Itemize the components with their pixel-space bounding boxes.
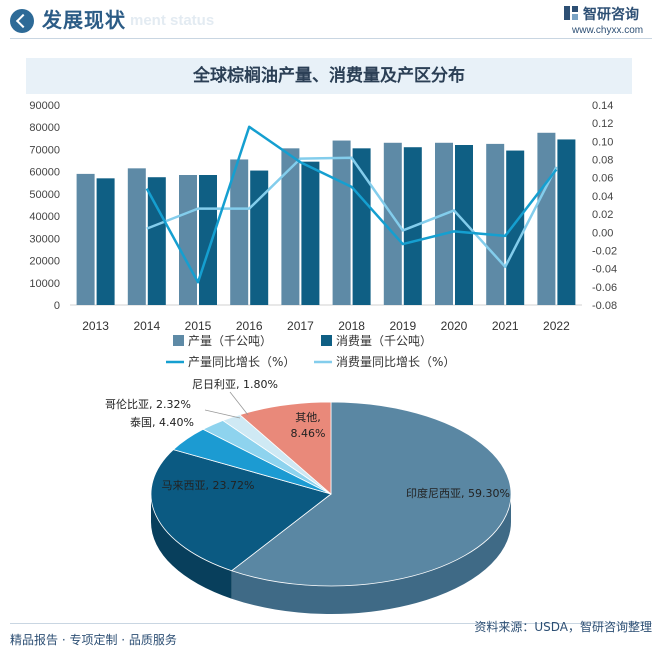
y-tick-label: 0	[54, 300, 60, 312]
production-bar	[230, 159, 249, 305]
x-tick-label: 2015	[185, 319, 212, 333]
y-tick-label: 40000	[29, 211, 60, 223]
pie-label-other: 8.46%	[291, 427, 326, 440]
x-tick-label: 2020	[441, 319, 468, 333]
pie-label-nigeria: 尼日利亚, 1.80%	[192, 378, 278, 391]
footer-divider	[10, 623, 652, 624]
combo-chart: 0 10000 20000 30000 40000 50000 60000 70000 8000…	[29, 100, 617, 369]
source-note: 资料来源：USDA，智研咨询整理	[474, 620, 652, 634]
production-growth-line	[145, 125, 558, 284]
x-tick-label: 2014	[133, 319, 160, 333]
x-tick-label: 2013	[82, 319, 109, 333]
y2-tick-label: -0.04	[592, 264, 617, 276]
chart-title: 全球棕榈油产量、消费量及产区分布	[193, 66, 465, 86]
legend-swatch	[173, 335, 184, 346]
y-tick-label: 60000	[29, 167, 60, 179]
y2-tick-label: 0.04	[592, 191, 613, 203]
production-bar	[76, 173, 95, 305]
footer-slogan: 精品报告 · 专项定制 · 品质服务	[10, 633, 177, 647]
brand-logo-icon	[564, 6, 578, 20]
pie-label-malaysia: 马来西亚, 23.72%	[162, 479, 255, 492]
y-tick-label: 20000	[29, 256, 60, 268]
leader-line-colombia	[204, 409, 241, 419]
production-bar	[435, 142, 453, 305]
y2-tick-label: -0.08	[592, 300, 617, 312]
legend-label: 产量（千公吨）	[188, 334, 272, 348]
brand-name: 智研咨询	[583, 7, 639, 23]
consumption-bar	[96, 178, 115, 305]
y2-tick-label: 0.08	[592, 155, 613, 167]
y2-tick-label: 0.06	[592, 173, 613, 185]
legend-swatch	[321, 335, 332, 346]
y2-tick-label: -0.06	[592, 282, 617, 294]
legend-label: 消费量（千公吨）	[336, 334, 432, 348]
pie-slice-other	[238, 401, 332, 495]
consumption-bar	[147, 177, 166, 305]
consumption-bar	[455, 145, 473, 305]
consumption-bar	[301, 161, 320, 305]
section-title: 发展现状	[42, 8, 126, 32]
y-tick-label: 90000	[29, 100, 60, 112]
x-tick-label: 2018	[338, 319, 365, 333]
y-tick-label: 80000	[29, 122, 60, 134]
pie-label-thailand: 泰国, 4.40%	[130, 415, 194, 429]
legend-label: 产量同比增长（%）	[188, 355, 295, 369]
pie-label-colombia: 哥伦比亚, 2.32%	[105, 397, 191, 411]
y2-tick-label: 0.12	[592, 118, 613, 130]
y2-tick-label: 0.14	[592, 100, 613, 112]
pie-side-indonesia	[231, 494, 512, 614]
production-bar	[486, 143, 505, 305]
x-tick-label: 2022	[543, 319, 570, 333]
y-tick-label: 10000	[29, 278, 60, 290]
header-ghost-text: ment status	[130, 12, 215, 29]
production-bar	[332, 140, 351, 305]
consumption-bar	[557, 139, 576, 305]
y2-tick-label: 0.00	[592, 227, 613, 239]
y-tick-label: 50000	[29, 189, 60, 201]
production-bar	[383, 142, 402, 305]
pie-side-malaysia	[151, 494, 232, 599]
y-tick-label: 30000	[29, 233, 60, 245]
y2-tick-label: 0.02	[592, 209, 613, 221]
x-tick-label: 2016	[236, 319, 263, 333]
legend-label: 消费量同比增长（%）	[336, 355, 455, 369]
consumption-bar	[352, 148, 371, 305]
page-header: ment status 发展现状 智研咨询 www.chyxx.com	[0, 0, 662, 40]
consumption-growth-line	[146, 156, 558, 269]
y2-tick-label: -0.02	[592, 245, 617, 257]
section-bullet-icon	[10, 9, 34, 33]
pie-slice-malaysia	[150, 449, 332, 572]
y-tick-label: 70000	[29, 144, 60, 156]
leader-line-nigeria	[229, 391, 249, 416]
x-tick-label: 2017	[287, 319, 314, 333]
pie-slice-indonesia	[230, 401, 512, 587]
consumption-bar	[506, 150, 525, 305]
brand-url: www.chyxx.com	[572, 25, 644, 36]
y2-tick-label: 0.10	[592, 136, 613, 148]
production-bar	[281, 148, 300, 305]
chart-title-band: 全球棕榈油产量、消费量及产区分布	[26, 58, 632, 94]
production-bar	[127, 168, 146, 305]
x-tick-label: 2019	[389, 319, 416, 333]
pie-label-other: 其他,	[295, 411, 321, 424]
x-tick-label: 2021	[492, 319, 519, 333]
header-divider	[10, 38, 652, 39]
pie-label-indonesia: 印度尼西亚, 59.30%	[406, 486, 510, 500]
